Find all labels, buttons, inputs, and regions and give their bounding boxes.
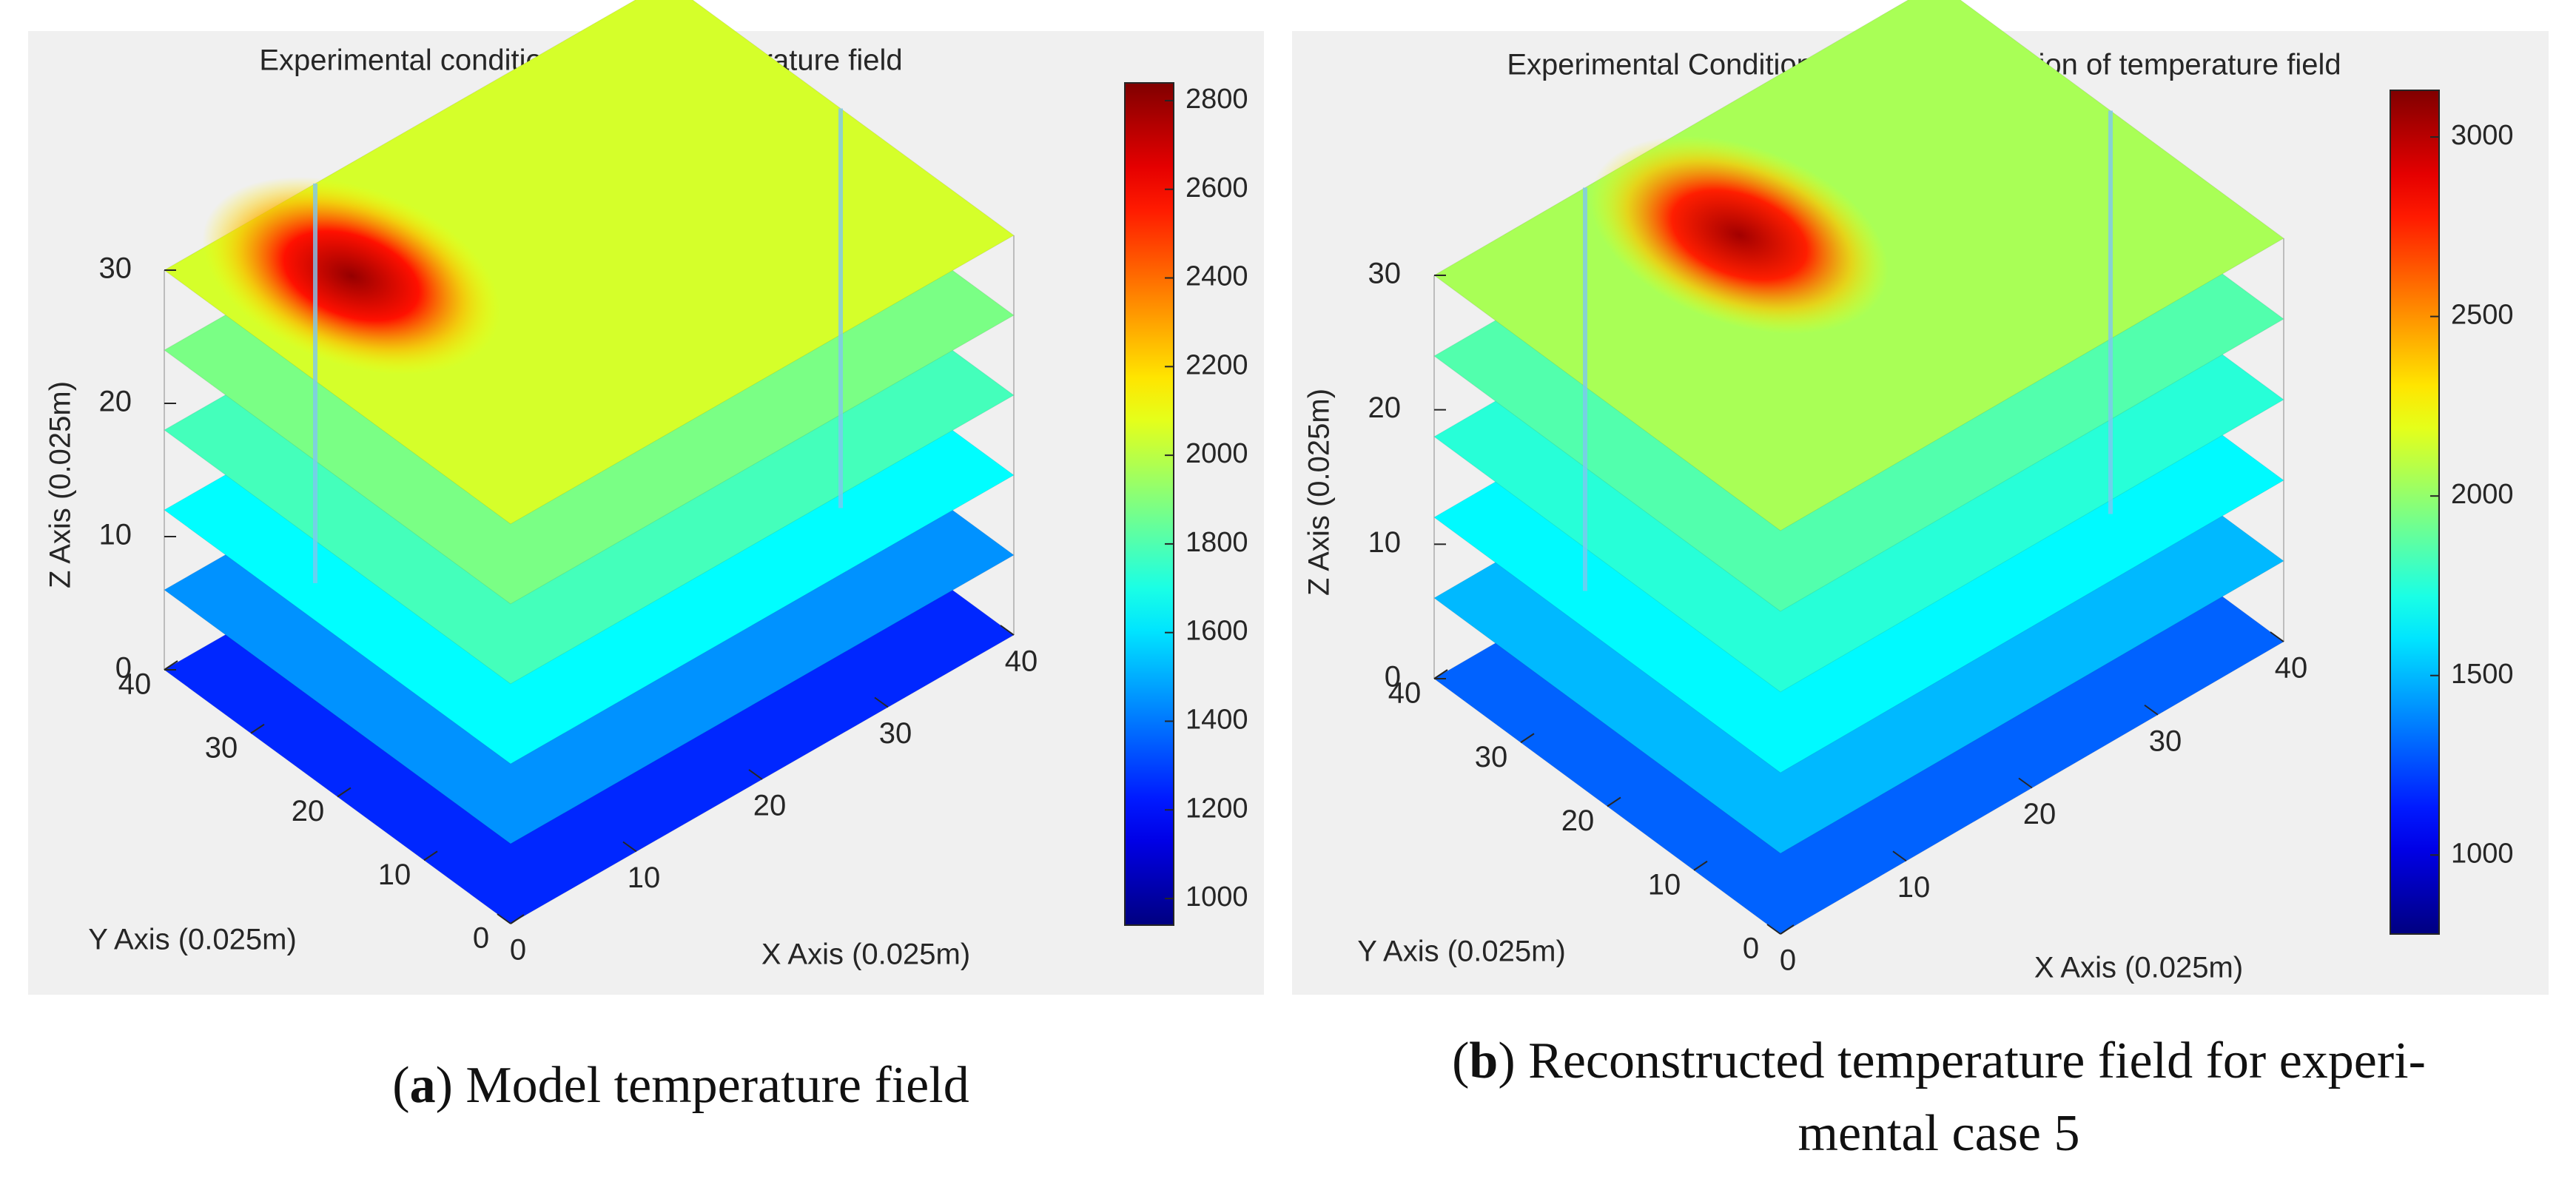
x-tick-mark — [2018, 777, 2033, 789]
colorbar-tick-label: 2000 — [1186, 438, 1248, 469]
hot-spot — [202, 177, 501, 375]
x-tick-label: 10 — [1897, 871, 1931, 904]
x-tick-label: 0 — [510, 934, 526, 967]
colorbar-tick-label: 1500 — [2451, 659, 2514, 690]
x-tick-mark — [2270, 631, 2284, 642]
z-tick-label: 10 — [99, 519, 132, 551]
panel-b-caption-line1: (b) Reconstructed temperature field for … — [1452, 1032, 2426, 1089]
panel-a-caption-letter: a — [409, 1057, 436, 1114]
z-tick-label: 0 — [1385, 661, 1401, 693]
x-tick-mark — [622, 841, 637, 853]
y-tick-label: 0 — [1743, 933, 1759, 965]
x-tick-label: 20 — [753, 790, 787, 822]
z-tick-label: 0 — [115, 652, 132, 685]
y-tick-label: 10 — [1648, 868, 1681, 901]
panel-b-caption-text-line1: Reconstructed temperature field for expe… — [1528, 1032, 2426, 1089]
colorbar-tick-label: 2200 — [1186, 349, 1248, 380]
colorbar-tick-label: 1200 — [1186, 793, 1248, 824]
x-tick-mark — [1000, 625, 1015, 636]
colorbar-tick-label: 1000 — [2451, 838, 2514, 869]
y-tick-mark — [337, 787, 352, 798]
colorbar-tick-label: 1000 — [1186, 881, 1248, 913]
panel-a-caption: (a) Model temperature field — [392, 1057, 969, 1114]
x-tick-mark — [497, 913, 511, 924]
x-tick-mark — [1766, 924, 1781, 935]
y-tick-label: 30 — [1475, 741, 1508, 773]
y-tick-label: 30 — [205, 731, 238, 764]
z-tick-label: 20 — [1368, 392, 1402, 424]
panel-a-caption-text: Model temperature field — [465, 1057, 969, 1114]
x-tick-label: 40 — [2275, 652, 2308, 685]
x-tick-mark — [874, 696, 889, 708]
y-tick-mark — [1607, 796, 1621, 807]
colorbar — [1124, 82, 1174, 926]
z-tick-label: 20 — [99, 386, 132, 418]
y-tick-label: 20 — [292, 795, 325, 827]
x-tick-label: 40 — [1005, 645, 1038, 678]
x-tick-mark — [748, 769, 763, 780]
z-axis-label: Z Axis (0.025m) — [1303, 389, 1336, 596]
y-tick-mark — [423, 850, 438, 861]
y-tick-label: 0 — [473, 922, 489, 955]
colorbar-tick-label: 1600 — [1186, 616, 1248, 647]
y-axis-label: Y Axis (0.025m) — [1357, 936, 1566, 968]
z-tick-label: 30 — [99, 252, 132, 285]
x-axis-label: X Axis (0.025m) — [761, 938, 970, 971]
x-tick-mark — [2144, 704, 2159, 716]
z-axis-label: Z Axis (0.025m) — [44, 381, 77, 588]
x-axis-label: X Axis (0.025m) — [2034, 952, 2243, 984]
z-tick-label: 10 — [1368, 526, 1402, 559]
colorbar-tick-label: 2500 — [2451, 300, 2514, 331]
colorbar-tick-label: 2000 — [2451, 479, 2514, 510]
y-tick-label: 40 — [1388, 677, 1422, 710]
z-tick-label: 30 — [1368, 258, 1402, 290]
panel-b-caption-text-line2: mental case 5 — [1798, 1105, 2080, 1162]
y-tick-label: 20 — [1561, 805, 1595, 837]
y-tick-mark — [1693, 860, 1708, 871]
hot-spot — [1590, 135, 1889, 335]
y-tick-mark — [510, 914, 525, 924]
y-tick-mark — [250, 723, 265, 734]
colorbar-tick-label: 2600 — [1186, 172, 1248, 204]
y-tick-mark — [1433, 669, 1448, 679]
slice-z-30 — [164, 0, 1015, 525]
colorbar-tick-label: 2800 — [1186, 84, 1248, 115]
x-tick-mark — [1892, 850, 1907, 862]
colorbar-tick-label: 2400 — [1186, 261, 1248, 292]
x-tick-label: 10 — [628, 861, 661, 894]
y-tick-label: 40 — [118, 668, 152, 701]
colorbar-tick-label: 1400 — [1186, 705, 1248, 736]
y-tick-mark — [1520, 733, 1535, 744]
x-tick-label: 30 — [879, 717, 912, 750]
x-tick-label: 0 — [1780, 944, 1796, 977]
y-axis-label: Y Axis (0.025m) — [88, 924, 297, 956]
panel-b-caption: (b) Reconstructed temperature field for … — [1325, 1025, 2553, 1170]
colorbar — [2390, 90, 2440, 935]
x-tick-label: 20 — [2023, 798, 2057, 830]
y-tick-mark — [1780, 924, 1795, 935]
colorbar-tick-label: 1800 — [1186, 527, 1248, 558]
panel-b-caption-letter: b — [1469, 1032, 1499, 1089]
y-tick-mark — [164, 660, 178, 671]
x-tick-label: 30 — [2149, 725, 2182, 757]
y-tick-label: 10 — [378, 859, 411, 891]
colorbar-tick-label: 3000 — [2451, 120, 2514, 151]
